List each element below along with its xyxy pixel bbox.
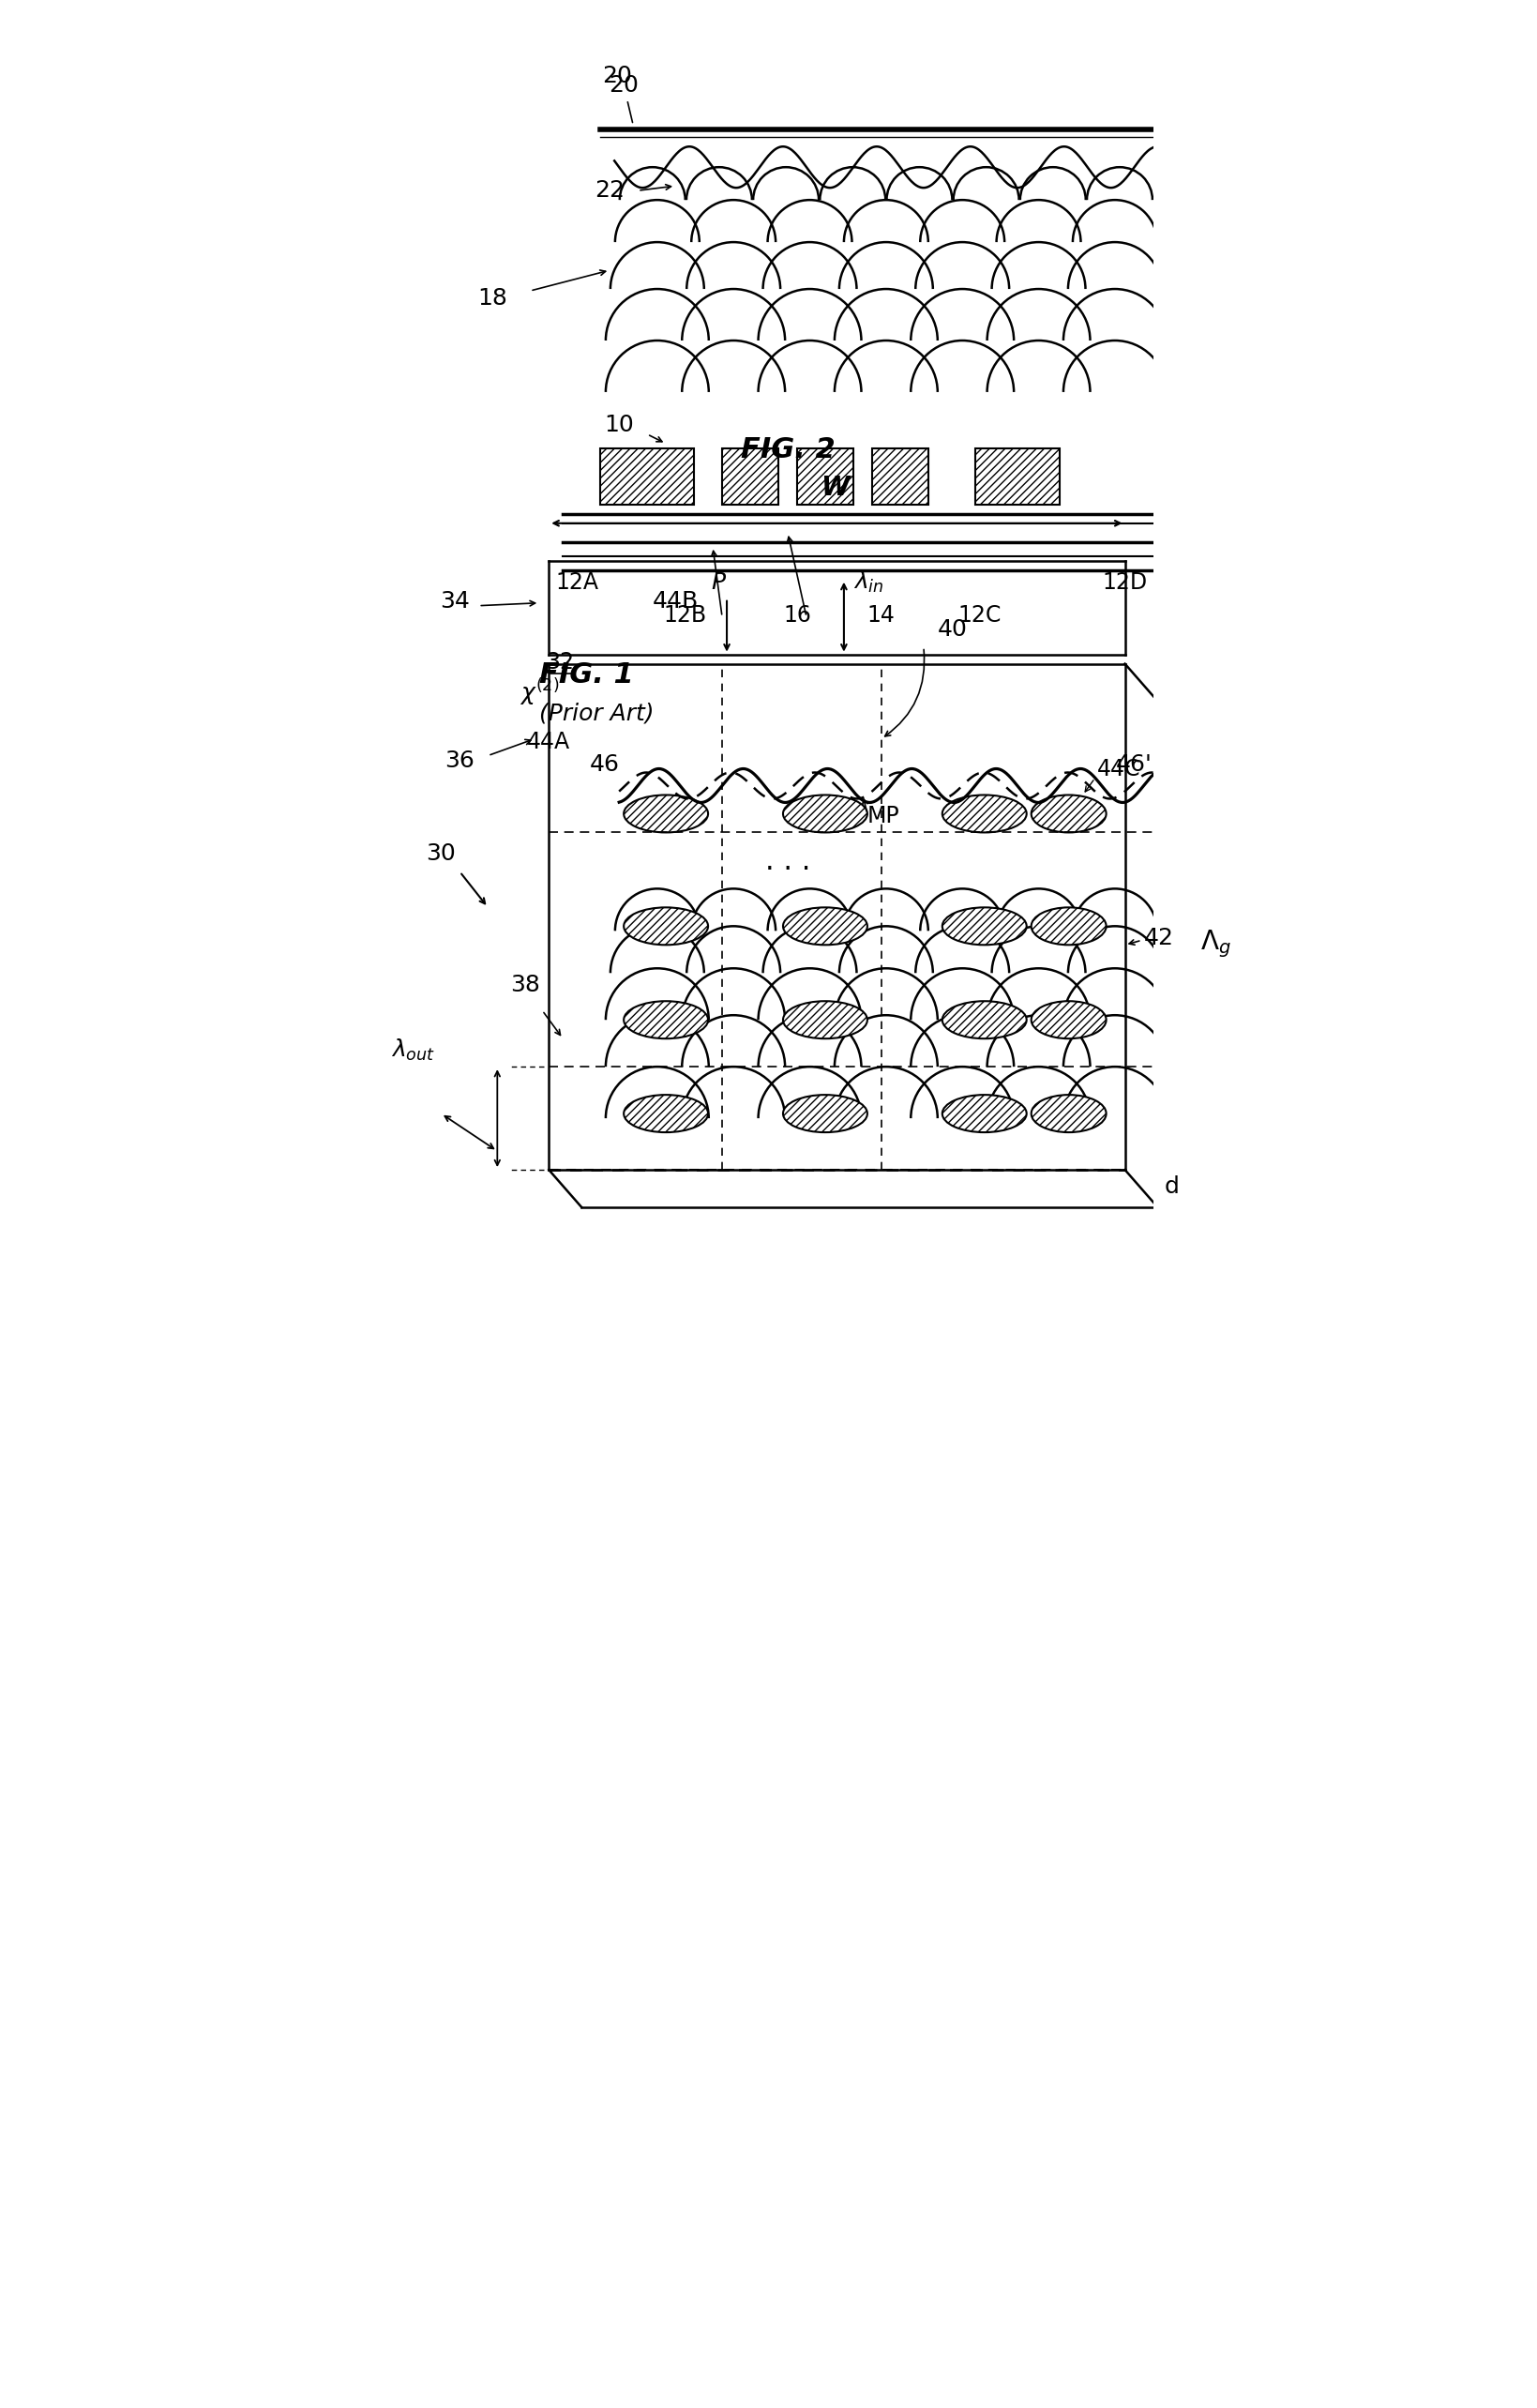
Ellipse shape bbox=[1031, 1002, 1105, 1038]
Text: 46: 46 bbox=[590, 754, 619, 775]
Text: P: P bbox=[710, 571, 724, 592]
Text: 14: 14 bbox=[867, 604, 895, 626]
Bar bbox=[974, 448, 1059, 506]
Text: 44C: 44C bbox=[1096, 759, 1140, 780]
Ellipse shape bbox=[782, 1002, 867, 1038]
Text: 10: 10 bbox=[604, 414, 633, 436]
Ellipse shape bbox=[942, 1002, 1027, 1038]
Text: $\lambda_{in}$: $\lambda_{in}$ bbox=[853, 568, 884, 595]
Text: $\Lambda_g$: $\Lambda_g$ bbox=[1199, 927, 1230, 961]
Text: W: W bbox=[819, 474, 848, 501]
Ellipse shape bbox=[782, 908, 867, 944]
Ellipse shape bbox=[942, 1096, 1027, 1132]
Text: 18: 18 bbox=[478, 287, 507, 311]
Text: 20: 20 bbox=[603, 65, 632, 87]
Text: 44A: 44A bbox=[527, 730, 570, 754]
Bar bbox=[722, 448, 778, 506]
Text: $\chi^{(2)}$: $\chi^{(2)}$ bbox=[520, 677, 559, 708]
Ellipse shape bbox=[942, 908, 1027, 944]
Bar bbox=[599, 448, 693, 506]
Text: FIG. 1: FIG. 1 bbox=[539, 660, 633, 689]
Text: (Prior Art): (Prior Art) bbox=[539, 703, 653, 725]
Ellipse shape bbox=[624, 1002, 707, 1038]
Text: 12B: 12B bbox=[662, 604, 705, 626]
Text: MP: MP bbox=[867, 804, 899, 828]
Ellipse shape bbox=[1031, 795, 1105, 833]
Text: 38: 38 bbox=[510, 973, 539, 997]
Ellipse shape bbox=[942, 795, 1027, 833]
Text: 12A: 12A bbox=[555, 571, 598, 592]
Ellipse shape bbox=[1031, 1096, 1105, 1132]
Text: 44B: 44B bbox=[652, 590, 698, 612]
Text: 36: 36 bbox=[444, 749, 475, 771]
Ellipse shape bbox=[624, 795, 707, 833]
Ellipse shape bbox=[624, 908, 707, 944]
Text: $\lambda_{out}$: $\lambda_{out}$ bbox=[390, 1038, 435, 1064]
Text: 20: 20 bbox=[609, 75, 638, 123]
Ellipse shape bbox=[1031, 908, 1105, 944]
Text: . . .: . . . bbox=[764, 848, 810, 877]
Text: 16: 16 bbox=[782, 604, 810, 626]
Text: 12C: 12C bbox=[958, 604, 1001, 626]
Text: d: d bbox=[1164, 1175, 1179, 1197]
Text: 46': 46' bbox=[1116, 754, 1151, 775]
Text: FIG. 2: FIG. 2 bbox=[739, 436, 835, 462]
Text: 12D: 12D bbox=[1102, 571, 1147, 592]
Ellipse shape bbox=[782, 795, 867, 833]
Text: 40: 40 bbox=[938, 619, 967, 641]
Bar bbox=[871, 448, 928, 506]
Bar bbox=[796, 448, 853, 506]
Text: 34: 34 bbox=[440, 590, 470, 612]
Text: 30: 30 bbox=[426, 843, 455, 864]
Ellipse shape bbox=[624, 1096, 707, 1132]
Text: 32: 32 bbox=[546, 650, 573, 674]
Text: 42: 42 bbox=[1144, 927, 1173, 949]
Ellipse shape bbox=[782, 1096, 867, 1132]
Text: 22: 22 bbox=[595, 178, 624, 202]
